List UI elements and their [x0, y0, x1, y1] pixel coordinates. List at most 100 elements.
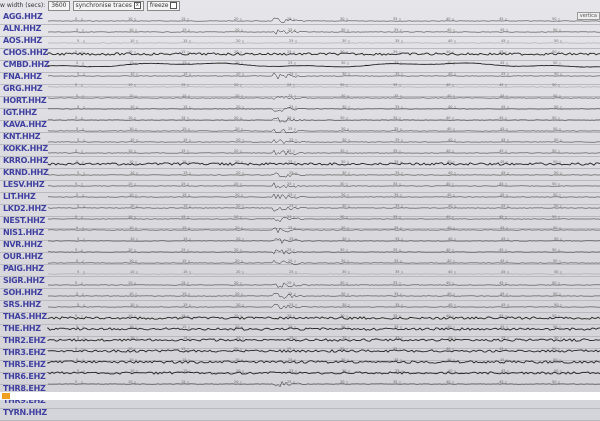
tick-label: 45	[501, 72, 505, 76]
tick-label: 40	[448, 171, 452, 175]
tick-label: 45	[499, 248, 503, 252]
tick-label: 25	[288, 127, 292, 131]
tick-label: 5	[77, 336, 79, 340]
tick-label: 50	[552, 83, 556, 87]
tick-label: 10	[130, 171, 134, 175]
tick-label: 25	[289, 204, 293, 208]
tick-label: 25	[288, 259, 292, 263]
tick-label: 15	[182, 292, 186, 296]
tick-label: 5	[76, 292, 78, 296]
freeze-toggle[interactable]: freeze	[147, 1, 181, 11]
tick-label: 10	[128, 182, 132, 186]
tick-label: 20	[236, 237, 240, 241]
tick-label: 45	[500, 160, 504, 164]
tick-label: 30	[341, 259, 345, 263]
tick-label: 50	[552, 248, 556, 252]
tick-label: 15	[183, 39, 187, 43]
tick-label: 50	[553, 259, 557, 263]
tick-label: 5	[75, 83, 77, 87]
tick-label: 25	[287, 380, 291, 384]
seismogram-viewer: w width (secs): 3600 synchronise traces …	[0, 0, 600, 392]
tick-label: 45	[500, 292, 504, 296]
tick-label: 50	[553, 193, 557, 197]
synchronise-traces-toggle[interactable]: synchronise traces x	[73, 1, 144, 11]
tick-label: 30	[341, 160, 345, 164]
tick-label: 5	[77, 171, 79, 175]
tick-label: 50	[552, 281, 556, 285]
tick-label: 45	[499, 215, 503, 219]
tick-label: 10	[130, 237, 134, 241]
tick-label: 20	[235, 259, 239, 263]
tick-label: 50	[553, 292, 557, 296]
tick-label: 15	[182, 127, 186, 131]
tick-label: 15	[183, 105, 187, 109]
tick-label: 40	[446, 380, 450, 384]
tick-label: 40	[447, 94, 451, 98]
tick-label: 35	[394, 259, 398, 263]
tick-label: 10	[128, 215, 132, 219]
footer	[0, 392, 600, 400]
station-label[interactable]: TYRN.HHZ	[3, 408, 47, 417]
tick-label: 5	[76, 61, 78, 65]
tick-label: 20	[235, 193, 239, 197]
tick-label: 15	[182, 325, 186, 329]
tick-label: 20	[234, 149, 238, 153]
tick-label: 35	[395, 105, 399, 109]
tick-label: 5	[75, 116, 77, 120]
freeze-label: freeze	[150, 2, 169, 9]
tick-label: 50	[552, 182, 556, 186]
tick-label: 40	[446, 281, 450, 285]
tick-label: 30	[342, 270, 346, 274]
tick-label: 10	[130, 105, 134, 109]
tick-label: 45	[500, 358, 504, 362]
tick-label: 20	[234, 380, 238, 384]
tick-label: 45	[499, 149, 503, 153]
synchronise-label: synchronise traces	[76, 2, 132, 9]
tick-label: 5	[75, 248, 77, 252]
tick-label: 40	[446, 248, 450, 252]
watermark-logo	[2, 393, 10, 399]
tick-label: 15	[181, 149, 185, 153]
tick-label: 5	[77, 72, 79, 76]
tick-label: 50	[554, 303, 558, 307]
toolbar: w width (secs): 3600 synchronise traces …	[0, 0, 600, 11]
tick-label: 40	[446, 83, 450, 87]
tick-label: 30	[340, 149, 344, 153]
tick-label: 10	[128, 83, 132, 87]
tick-label: 10	[128, 281, 132, 285]
tick-label: 30	[341, 127, 345, 131]
tick-label: 20	[235, 127, 239, 131]
freeze-checkbox[interactable]	[170, 2, 177, 9]
tick-label: 35	[394, 193, 398, 197]
tick-label: 50	[552, 215, 556, 219]
tick-label: 40	[448, 39, 452, 43]
tick-label: 5	[76, 226, 78, 230]
tick-label: 25	[288, 193, 292, 197]
tick-label: 15	[183, 303, 187, 307]
tick-label: 20	[236, 204, 240, 208]
tick-label: 5	[75, 314, 77, 318]
tick-label: 5	[76, 127, 78, 131]
tick-label: 10	[129, 127, 133, 131]
tick-label: 20	[235, 94, 239, 98]
tick-label: 30	[342, 105, 346, 109]
tick-label: 15	[182, 259, 186, 263]
tick-label: 20	[234, 248, 238, 252]
synchronise-checkbox[interactable]: x	[134, 2, 141, 9]
tick-label: 15	[181, 17, 185, 21]
tick-label: 15	[181, 380, 185, 384]
tick-label: 5	[75, 215, 77, 219]
tick-label: 50	[554, 72, 558, 76]
tick-label: 5	[77, 138, 79, 142]
tick-label: 35	[393, 248, 397, 252]
tick-label: 5	[77, 204, 79, 208]
tick-label: 40	[448, 270, 452, 274]
tick-label: 45	[500, 61, 504, 65]
tick-label: 35	[395, 270, 399, 274]
tick-label: 35	[395, 237, 399, 241]
window-width-input[interactable]: 3600	[48, 1, 69, 11]
tick-label: 35	[394, 292, 398, 296]
tick-label: 50	[553, 226, 557, 230]
tick-label: 50	[552, 380, 556, 384]
tick-label: 25	[289, 303, 293, 307]
